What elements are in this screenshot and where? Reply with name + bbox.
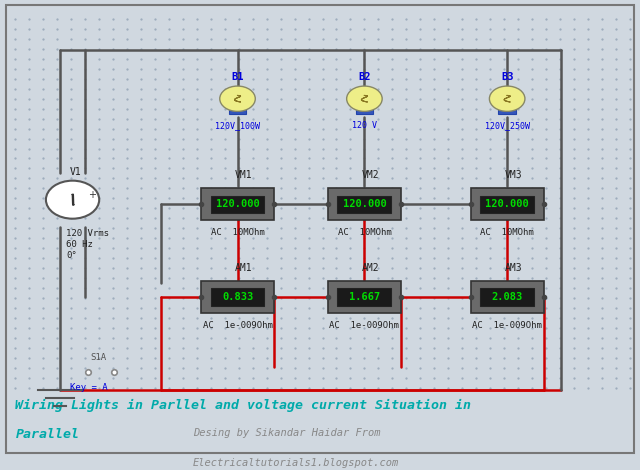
FancyBboxPatch shape: [337, 196, 392, 213]
Text: 120.000: 120.000: [216, 199, 259, 209]
Text: Parallel: Parallel: [15, 428, 79, 441]
Text: 2.083: 2.083: [492, 292, 523, 302]
Text: AC  1e-009Ohm: AC 1e-009Ohm: [330, 321, 399, 330]
FancyBboxPatch shape: [201, 188, 274, 220]
FancyBboxPatch shape: [356, 106, 373, 114]
Text: 1.667: 1.667: [349, 292, 380, 302]
Text: Desing by Sikandar Haidar From: Desing by Sikandar Haidar From: [193, 428, 381, 438]
Text: Key = A: Key = A: [70, 383, 108, 392]
Circle shape: [46, 180, 99, 219]
FancyBboxPatch shape: [328, 188, 401, 220]
Text: AM1: AM1: [235, 263, 253, 273]
Text: AC  1e-009Ohm: AC 1e-009Ohm: [203, 321, 273, 330]
Text: Wiring Lights in Parllel and voltage current Situation in: Wiring Lights in Parllel and voltage cur…: [15, 399, 472, 412]
Text: 120.000: 120.000: [485, 199, 529, 209]
Text: B1: B1: [231, 72, 244, 82]
Text: 120.000: 120.000: [342, 199, 387, 209]
Text: 120V_250W: 120V_250W: [484, 121, 530, 130]
Circle shape: [220, 86, 255, 111]
Circle shape: [490, 86, 525, 111]
FancyBboxPatch shape: [470, 188, 543, 220]
Circle shape: [347, 86, 382, 111]
Text: VM3: VM3: [505, 170, 522, 180]
FancyBboxPatch shape: [499, 106, 516, 114]
FancyBboxPatch shape: [211, 196, 264, 213]
Text: VM1: VM1: [235, 170, 253, 180]
FancyBboxPatch shape: [211, 289, 264, 306]
Text: AC  10MOhm: AC 10MOhm: [211, 228, 264, 237]
Text: AC  10MOhm: AC 10MOhm: [480, 228, 534, 237]
Text: AM3: AM3: [505, 263, 522, 273]
Text: +: +: [88, 190, 95, 200]
FancyBboxPatch shape: [201, 281, 274, 313]
Text: AC  1e-009Ohm: AC 1e-009Ohm: [472, 321, 542, 330]
Text: 120 Vrms
60 Hz
0°: 120 Vrms 60 Hz 0°: [66, 229, 109, 260]
Text: VM2: VM2: [362, 170, 380, 180]
Text: 120 V: 120 V: [352, 121, 377, 130]
FancyBboxPatch shape: [470, 281, 543, 313]
FancyBboxPatch shape: [337, 289, 392, 306]
Text: B2: B2: [358, 72, 371, 82]
FancyBboxPatch shape: [480, 196, 534, 213]
FancyBboxPatch shape: [480, 289, 534, 306]
FancyBboxPatch shape: [328, 281, 401, 313]
Text: AC  10MOhm: AC 10MOhm: [337, 228, 391, 237]
Text: 120V_100W: 120V_100W: [215, 121, 260, 130]
FancyBboxPatch shape: [228, 106, 246, 114]
Text: S1A: S1A: [90, 353, 106, 362]
Text: AM2: AM2: [362, 263, 380, 273]
Text: Electricaltutorials1.blogspot.com: Electricaltutorials1.blogspot.com: [193, 458, 399, 468]
Text: V1: V1: [70, 167, 82, 177]
Text: B3: B3: [501, 72, 513, 82]
Text: 0.833: 0.833: [222, 292, 253, 302]
